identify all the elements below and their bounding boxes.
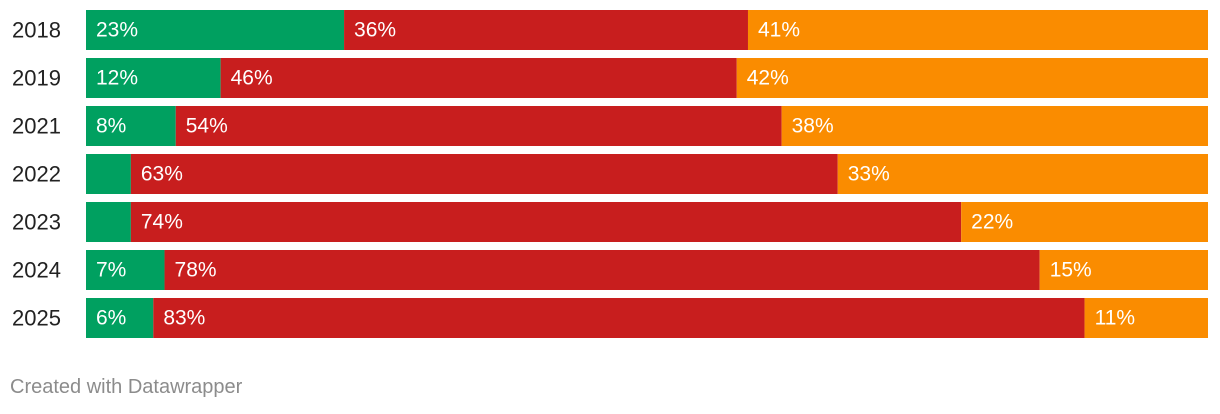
bar-segment-2021-series-1 (86, 106, 176, 146)
category-label-2024: 2024 (12, 258, 61, 283)
bar-segment-2024-series-1 (86, 250, 165, 290)
bar-segment-2022-series-3 (837, 154, 1208, 194)
bar-segment-2025-series-1 (86, 298, 154, 338)
bar-segment-2021-series-2 (175, 106, 782, 146)
category-label-2023: 2023 (12, 210, 61, 235)
value-label-2025-series-3: 11% (1095, 307, 1135, 330)
bar-segment-2019-series-1 (86, 58, 221, 98)
value-label-2024-series-3: 15% (1050, 259, 1092, 282)
value-label-2019-series-3: 42% (747, 67, 789, 90)
bar-segment-2019-series-3 (736, 58, 1208, 98)
category-label-2025: 2025 (12, 306, 61, 331)
bar-segment-2023-series-1 (86, 202, 131, 242)
stacked-bar-chart: 2018 23% 36% 41% 2019 12% 46% 42% 2021 8% 54% 38% 20… (12, 10, 1208, 338)
value-label-2025-series-1: 6% (96, 307, 126, 330)
bar-segment-2022-series-1 (86, 154, 131, 194)
value-label-2024-series-1: 7% (96, 259, 126, 282)
value-label-2021-series-2: 54% (186, 115, 228, 138)
value-label-2018-series-1: 23% (96, 19, 138, 42)
value-label-2018-series-3: 41% (758, 19, 800, 42)
bar-segment-2018-series-3 (747, 10, 1208, 50)
bar-segment-2023-series-3 (961, 202, 1208, 242)
bar-segment-2018-series-2 (344, 10, 748, 50)
datawrapper-credit[interactable]: Created with Datawrapper (10, 376, 243, 398)
value-label-2019-series-2: 46% (231, 67, 273, 90)
value-label-2022-series-2: 63% (141, 163, 183, 186)
value-label-2019-series-1: 12% (96, 67, 138, 90)
bar-segment-2024-series-2 (164, 250, 1040, 290)
category-label-2021: 2021 (12, 114, 61, 139)
bar-segment-2019-series-2 (220, 58, 737, 98)
value-label-2018-series-2: 36% (354, 19, 396, 42)
value-label-2021-series-3: 38% (792, 115, 834, 138)
bar-segment-2025-series-3 (1084, 298, 1208, 338)
bar-segment-2023-series-2 (130, 202, 962, 242)
bar-segment-2021-series-3 (781, 106, 1208, 146)
bar-segment-2022-series-2 (130, 154, 838, 194)
category-label-2022: 2022 (12, 162, 61, 187)
value-label-2021-series-1: 8% (96, 115, 126, 138)
category-label-2018: 2018 (12, 18, 61, 43)
value-label-2023-series-2: 74% (141, 211, 183, 234)
value-label-2023-series-3: 22% (971, 211, 1013, 234)
category-label-2019: 2019 (12, 66, 61, 91)
value-label-2025-series-2: 83% (163, 307, 205, 330)
bar-segment-2018-series-1 (86, 10, 345, 50)
bar-segment-2025-series-2 (153, 298, 1085, 338)
bar-segment-2024-series-3 (1039, 250, 1208, 290)
value-label-2024-series-2: 78% (175, 259, 217, 282)
value-label-2022-series-3: 33% (848, 163, 890, 186)
